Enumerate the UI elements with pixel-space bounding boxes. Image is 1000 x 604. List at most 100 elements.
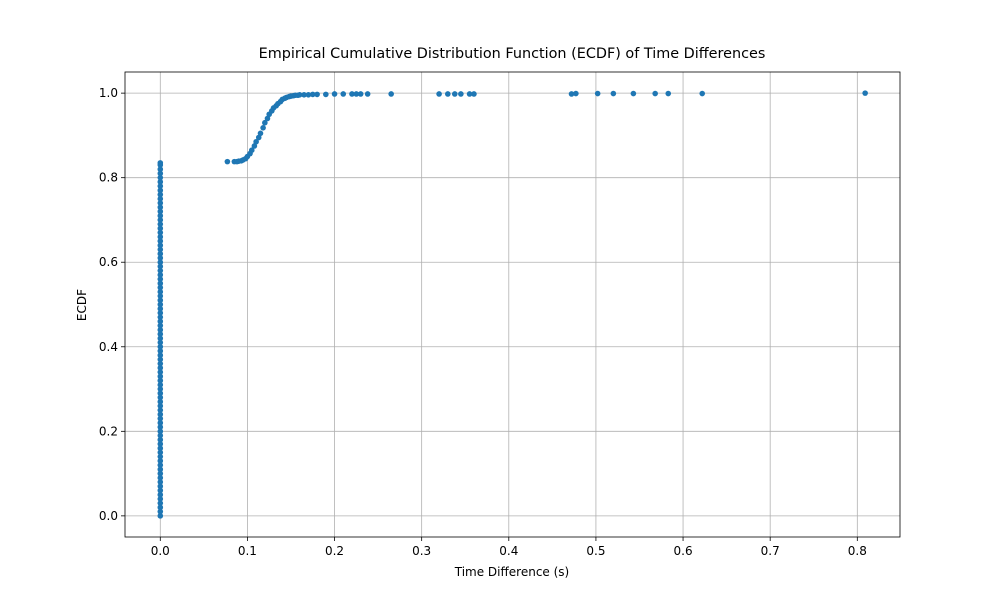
y-tick-label: 0.0 [99, 509, 118, 523]
point [157, 301, 164, 308]
point [157, 297, 164, 304]
point [157, 508, 164, 515]
point [157, 386, 164, 392]
point [157, 352, 164, 359]
point [388, 91, 394, 97]
point [157, 356, 164, 363]
point [353, 91, 360, 97]
point [157, 187, 164, 194]
point [157, 242, 164, 249]
point [331, 91, 338, 97]
point [699, 90, 706, 97]
point [255, 134, 262, 141]
point [157, 335, 164, 342]
point [157, 428, 164, 435]
point [157, 166, 164, 173]
point [157, 432, 164, 439]
point [157, 390, 164, 397]
point [157, 348, 164, 354]
point [157, 310, 164, 316]
point [157, 382, 164, 388]
point [157, 491, 164, 498]
point [157, 365, 164, 371]
point [157, 284, 164, 291]
point [157, 221, 164, 227]
point [157, 487, 164, 494]
point [157, 272, 164, 278]
x-tick-label: 0.3 [412, 544, 431, 558]
point [157, 263, 164, 270]
point [568, 91, 575, 97]
point [157, 369, 164, 375]
point [445, 91, 451, 97]
point [157, 179, 164, 185]
point [157, 191, 164, 198]
point [251, 143, 258, 149]
point [157, 225, 164, 232]
point [157, 212, 164, 219]
x-tick-label: 0.4 [499, 544, 518, 558]
point [314, 91, 320, 98]
plot-frame [124, 71, 901, 538]
point [157, 479, 164, 485]
point [157, 331, 164, 337]
x-tick-label: 0.6 [674, 544, 693, 558]
point [157, 280, 164, 287]
point [157, 462, 164, 468]
point [253, 138, 259, 145]
point [157, 339, 164, 346]
point [610, 90, 617, 97]
point [262, 119, 268, 126]
x-axis-label: Time Difference (s) [454, 565, 569, 579]
point [157, 318, 164, 325]
point [309, 91, 316, 98]
point [305, 92, 312, 98]
y-axis-label: ECDF [75, 289, 89, 321]
point [157, 229, 164, 236]
point [157, 449, 164, 456]
point [157, 424, 164, 430]
point [665, 90, 672, 97]
point [157, 415, 164, 422]
x-tick-label: 0.0 [151, 544, 170, 558]
point [652, 90, 658, 97]
point [862, 90, 868, 96]
point [157, 441, 164, 447]
point [157, 445, 164, 452]
point [157, 513, 164, 519]
x-tick-label: 0.7 [761, 544, 780, 558]
point [157, 327, 164, 333]
point [157, 470, 164, 477]
point [471, 91, 477, 97]
y-tick-label: 0.2 [99, 424, 118, 438]
point [157, 466, 164, 473]
point [157, 305, 164, 312]
point [157, 238, 164, 244]
point [451, 91, 458, 97]
point [157, 276, 164, 282]
point [157, 322, 164, 329]
point [157, 504, 164, 511]
point [157, 234, 164, 240]
point [157, 183, 164, 189]
point [157, 293, 164, 299]
point [157, 250, 164, 257]
x-tick-label: 0.2 [325, 544, 344, 558]
point [157, 496, 164, 502]
x-tick-label: 0.5 [586, 544, 605, 558]
point [594, 90, 601, 97]
point [436, 91, 442, 97]
point [157, 289, 164, 295]
point [301, 92, 307, 98]
point [157, 394, 164, 401]
y-tick-label: 0.4 [99, 340, 118, 354]
point [248, 147, 255, 154]
point [157, 398, 164, 405]
point [157, 255, 164, 261]
point [340, 91, 347, 97]
point [630, 90, 637, 97]
point [157, 174, 164, 181]
point [357, 91, 364, 97]
point [157, 217, 164, 223]
